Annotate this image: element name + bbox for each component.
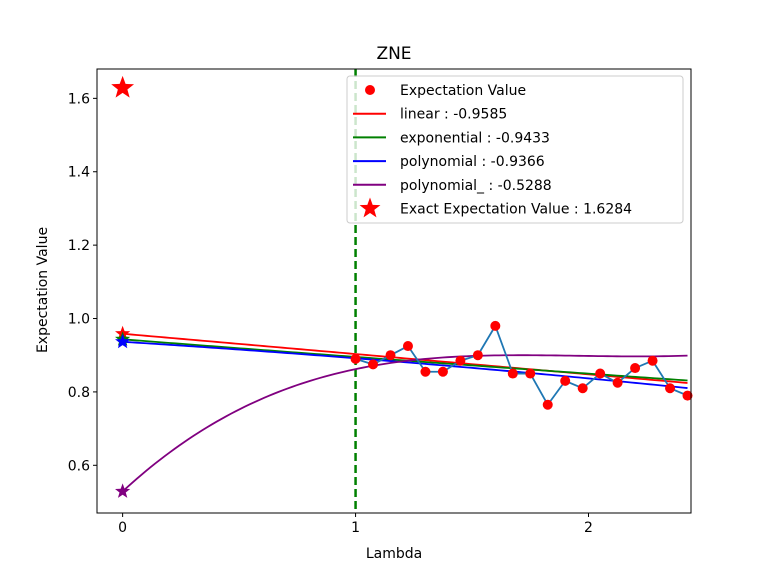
legend-entry: linear : -0.9585 xyxy=(353,107,507,123)
measured-point xyxy=(490,320,501,331)
legend-label: polynomial_ : -0.5288 xyxy=(400,178,552,194)
legend-label: Exact Expectation Value : 1.6284 xyxy=(400,202,632,218)
chart-title: ZNE xyxy=(376,44,411,64)
measured-point xyxy=(560,375,571,386)
x-axis-label: Lambda xyxy=(366,546,422,562)
legend-marker xyxy=(359,197,381,218)
measured-point xyxy=(350,353,361,364)
legend: Expectation Value linear : -0.9585 exponen… xyxy=(346,75,684,224)
measured-point xyxy=(577,383,588,394)
y-axis-label: Expectation Value xyxy=(35,227,51,353)
measured-point xyxy=(368,359,379,370)
legend-entry: polynomial_ : -0.5288 xyxy=(353,178,552,194)
plot-frame xyxy=(96,68,692,514)
measured-point xyxy=(420,366,431,377)
fit-curve-3 xyxy=(122,354,688,493)
y-tick-label: 1.0 xyxy=(68,312,90,328)
y-tick-label: 1.6 xyxy=(68,91,90,107)
plot-area xyxy=(111,69,693,513)
y-tick-label: 0.8 xyxy=(68,385,90,401)
legend-entry: Expectation Value xyxy=(365,83,526,99)
measured-point xyxy=(385,350,396,361)
x-tick-label: 0 xyxy=(118,520,127,536)
measured-point xyxy=(612,377,623,388)
measured-point xyxy=(525,368,536,379)
legend-entry: polynomial : -0.9366 xyxy=(353,154,545,170)
legend-marker xyxy=(365,85,375,95)
measured-point xyxy=(437,366,448,377)
y-tick-label: 0.6 xyxy=(68,458,90,474)
legend-label: polynomial : -0.9366 xyxy=(400,154,545,170)
x-tick-label: 1 xyxy=(351,520,360,536)
measured-point xyxy=(455,355,466,366)
exact-value-star xyxy=(111,75,135,98)
measured-point xyxy=(595,368,606,379)
legend-entry: exponential : -0.9433 xyxy=(353,130,550,146)
legend-entry: Exact Expectation Value : 1.6284 xyxy=(359,197,632,218)
measured-point xyxy=(542,399,553,410)
extrapolated-star-3 xyxy=(115,483,131,498)
measured-point xyxy=(665,383,676,394)
axes: 0 1 2 0.6 0.8 1.0 1.2 1.4 1.6 xyxy=(68,91,593,536)
measured-point xyxy=(507,368,518,379)
extrapolated-star-2 xyxy=(115,333,131,349)
measured-point xyxy=(682,390,693,401)
legend-label: Expectation Value xyxy=(400,83,526,99)
legend-frame xyxy=(346,75,684,224)
measured-point xyxy=(402,341,413,352)
y-tick-label: 1.2 xyxy=(68,238,90,254)
x-tick-label: 2 xyxy=(584,520,593,536)
measured-point xyxy=(630,363,641,374)
legend-label: linear : -0.9585 xyxy=(400,107,507,123)
measured-point xyxy=(647,355,658,366)
measured-point xyxy=(472,350,483,361)
legend-label: exponential : -0.9433 xyxy=(400,130,550,146)
y-tick-label: 1.4 xyxy=(68,165,90,181)
